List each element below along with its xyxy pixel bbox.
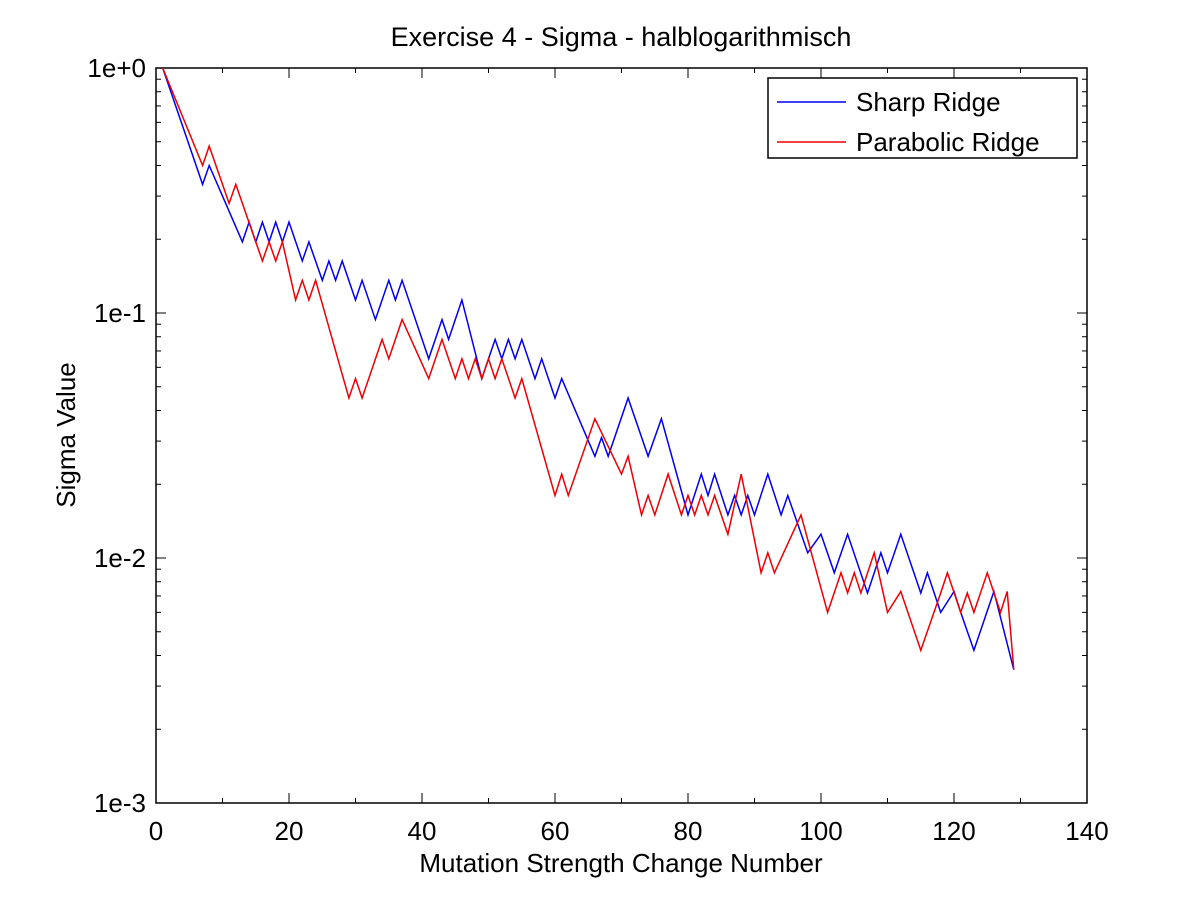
y-axis-label: Sigma Value (51, 362, 81, 508)
x-tick-label: 20 (275, 816, 304, 846)
y-tick-label: 1e+0 (87, 53, 146, 83)
plot-area-frame (155, 67, 1088, 804)
x-tick-label: 60 (541, 816, 570, 846)
legend-label-parabolic-ridge: Parabolic Ridge (856, 127, 1040, 157)
x-tick-label: 40 (408, 816, 437, 846)
x-axis-label: Mutation Strength Change Number (419, 848, 823, 878)
x-tick-label: 120 (932, 816, 975, 846)
x-axis: 0 20 40 60 80 100 120 140 (149, 68, 1109, 846)
y-tick-label: 1e-1 (94, 298, 146, 328)
series-lines (161, 67, 1015, 670)
legend: Sharp Ridge Parabolic Ridge (767, 77, 1078, 159)
x-tick-label: 100 (799, 816, 842, 846)
series-line-sharp-ridge (161, 67, 1015, 670)
y-tick-label: 1e-3 (94, 788, 146, 818)
legend-label-sharp-ridge: Sharp Ridge (856, 87, 1001, 117)
y-axis: 1e+0 1e-1 1e-2 1e-3 (87, 53, 1087, 818)
x-tick-label: 140 (1065, 816, 1108, 846)
y-tick-label: 1e-2 (94, 543, 146, 573)
legend-box (767, 77, 1078, 159)
x-tick-label: 0 (149, 816, 163, 846)
x-tick-label: 80 (674, 816, 703, 846)
chart-title: Exercise 4 - Sigma - halblogarithmisch (391, 22, 852, 52)
series-line-parabolic-ridge (162, 67, 1015, 670)
